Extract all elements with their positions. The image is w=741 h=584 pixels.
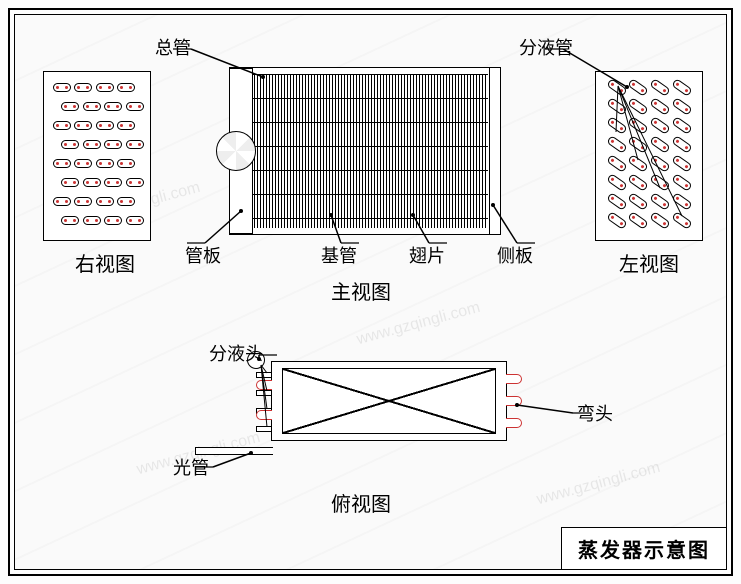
watermark: www.gzqingli.com [535,459,662,509]
view-title-front: 主视图 [331,283,391,303]
watermark: www.gzqingli.com [355,299,482,349]
label-main-tube: 总管 [155,39,191,57]
view-title-top: 俯视图 [331,495,391,515]
top-view [271,361,507,441]
view-title-right: 右视图 [75,255,135,275]
label-side-plate: 侧板 [497,247,533,265]
label-tube-sheet: 管板 [185,247,221,265]
front-view [229,67,501,235]
fan-icon [216,131,256,171]
label-ubend: 弯头 [577,405,613,423]
diagram-canvas: www.gzqingli.com www.gzqingli.com www.gz… [15,15,726,569]
label-distributor-head: 分液头 [209,345,263,363]
left-side-view [595,71,703,241]
top-view-body [282,368,496,434]
bare-tube [195,447,273,455]
fin-area [242,74,488,228]
label-fin: 翅片 [409,247,445,265]
right-side-view [43,71,151,241]
view-title-left: 左视图 [619,255,679,275]
side-plate-right [489,68,501,234]
label-bare-tube: 光管 [173,459,209,477]
diagram-title: 蒸发器示意图 [561,527,727,570]
label-base-tube: 基管 [321,247,357,265]
label-distributor-tube: 分液管 [519,39,573,57]
